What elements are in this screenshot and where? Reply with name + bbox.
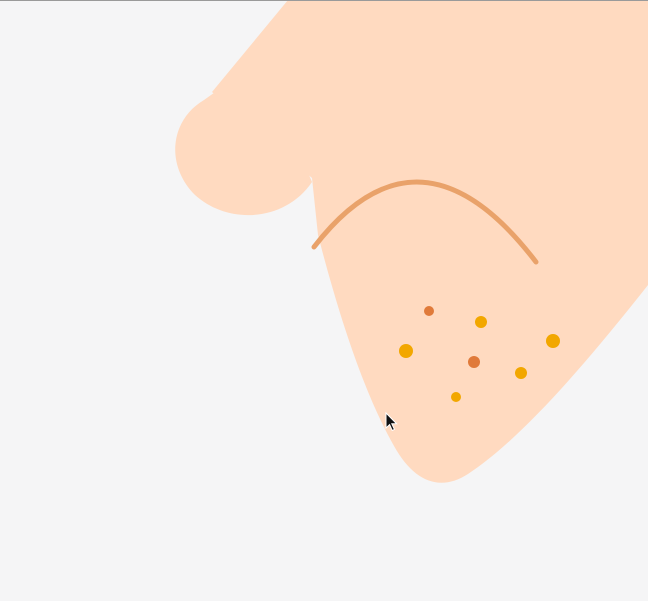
curve-stroke (311, 179, 539, 265)
dot-light (515, 367, 527, 379)
skin-shape-bump (175, 60, 312, 216)
top-border (0, 0, 648, 1)
dot-light (451, 392, 461, 402)
dot-dark (424, 306, 434, 316)
dot-light (475, 316, 487, 328)
arrow-cursor-icon (385, 411, 398, 432)
skin-shape-main (212, 0, 648, 483)
dot-dark (468, 356, 480, 368)
dot-light (546, 334, 560, 348)
dot-light (399, 344, 413, 358)
